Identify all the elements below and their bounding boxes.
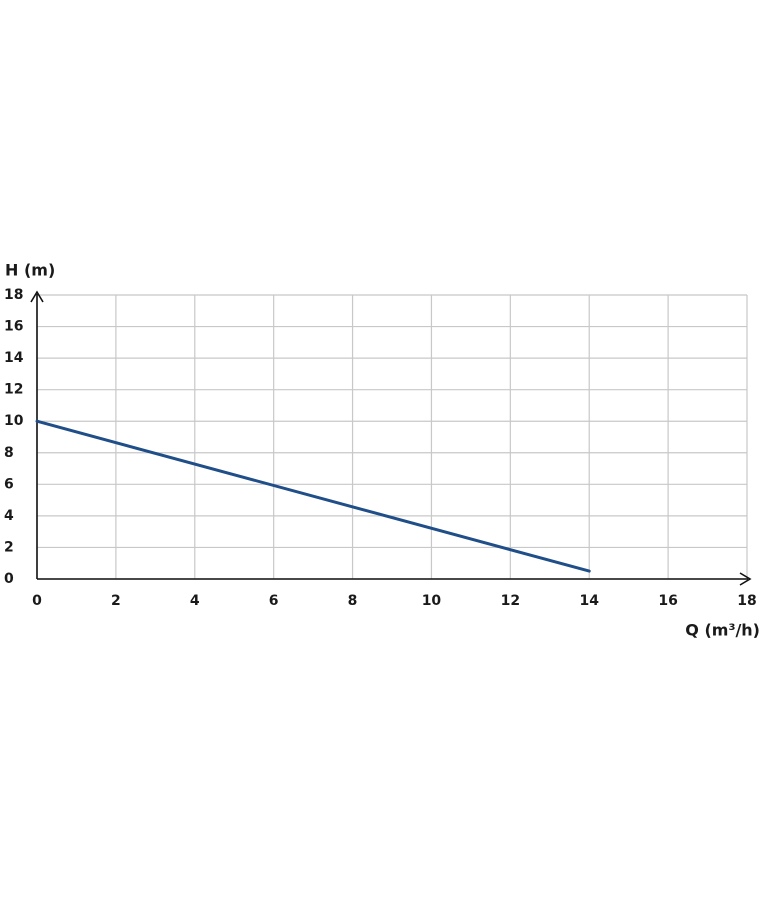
- y-axis-label: H (m): [5, 261, 55, 280]
- grid: [36, 294, 748, 580]
- y-tick-label: 0: [4, 571, 14, 587]
- x-tick-label: 8: [348, 593, 358, 609]
- x-axis-label: Q (m³/h): [685, 621, 760, 640]
- x-tick-label: 14: [579, 593, 599, 609]
- x-tick-label: 4: [190, 593, 200, 609]
- x-tick-label: 0: [32, 593, 42, 609]
- x-tick-label: 16: [658, 593, 677, 609]
- y-tick-label: 18: [4, 287, 23, 303]
- x-tick-label: 10: [422, 593, 442, 609]
- x-axis-arrow: [739, 572, 752, 586]
- x-tick-label: 12: [501, 593, 520, 609]
- x-tick-label: 18: [737, 593, 756, 609]
- y-axis-arrow: [30, 290, 44, 303]
- y-tick-label: 14: [4, 350, 24, 366]
- y-tick-label: 12: [4, 382, 23, 398]
- y-tick-label: 16: [4, 319, 23, 335]
- y-tick-label: 2: [4, 539, 14, 555]
- line: [35, 419, 591, 573]
- y-tick-label: 8: [4, 445, 14, 461]
- y-tick-label: 6: [4, 476, 14, 492]
- x-tick-label: 2: [111, 593, 121, 609]
- x-tick-label: 6: [269, 593, 279, 609]
- y-tick-label: 4: [4, 508, 14, 524]
- y-tick-label: 10: [4, 413, 24, 429]
